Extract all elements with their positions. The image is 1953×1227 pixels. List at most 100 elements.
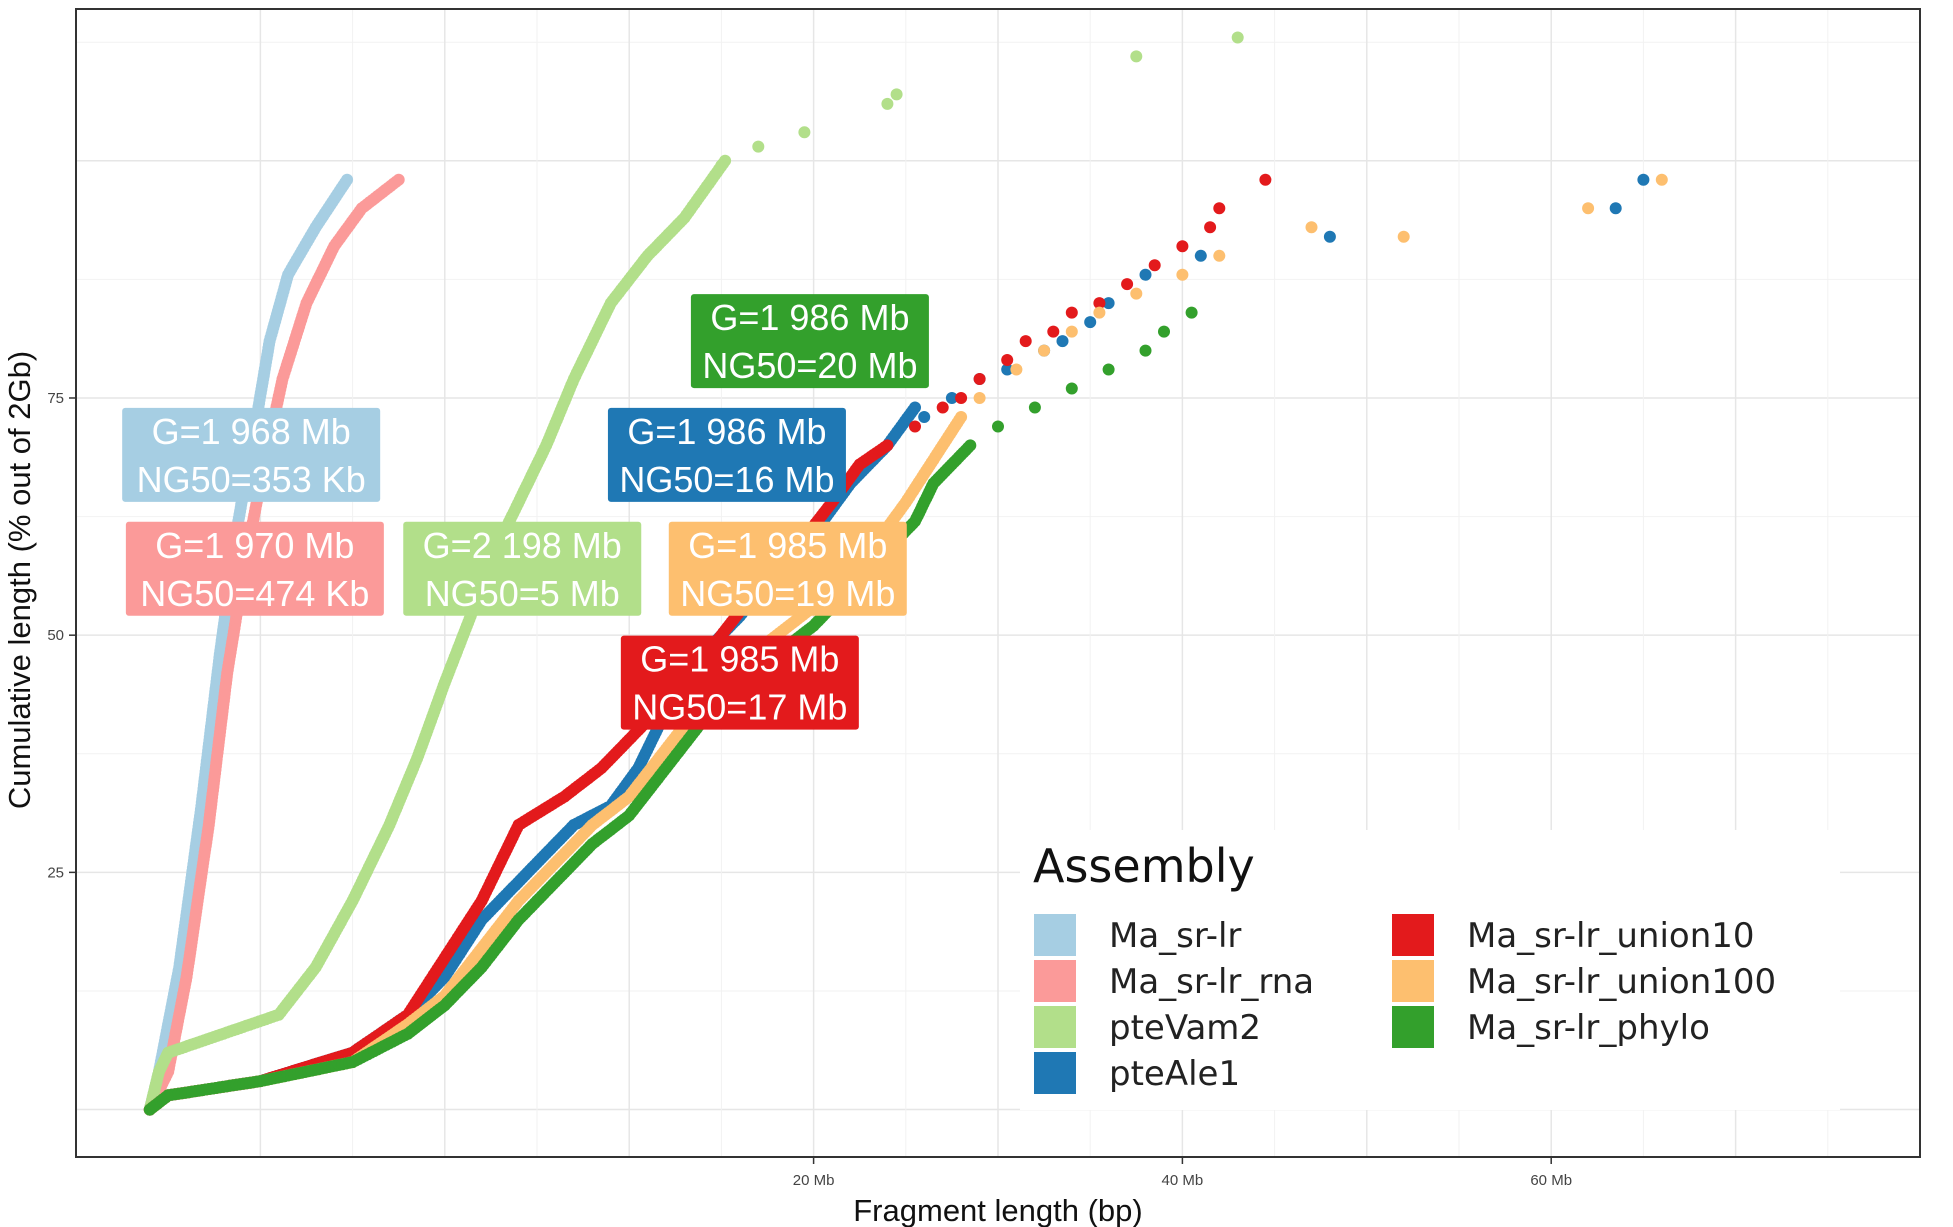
legend-swatch: [1034, 1006, 1076, 1048]
data-point: [1102, 363, 1115, 376]
data-point: [1397, 230, 1410, 243]
data-point: [1609, 202, 1622, 215]
data-point: [1259, 173, 1272, 186]
data-point: [1019, 335, 1032, 348]
series-Ma_sr-lr: [143, 173, 354, 1116]
legend-swatch: [1392, 914, 1434, 956]
data-point: [955, 392, 968, 404]
data-point: [1084, 316, 1097, 329]
data-point: [1028, 401, 1041, 414]
annotation-box: [122, 407, 381, 502]
data-point: [1010, 363, 1023, 376]
data-point: [1148, 259, 1161, 272]
legend-entry: Ma_sr-lr_union10: [1392, 914, 1755, 956]
series-pteVam2: [143, 31, 1244, 1116]
data-point: [1176, 240, 1189, 253]
data-point: [1204, 221, 1217, 234]
data-point: [1139, 268, 1152, 281]
axis-ticks: 20 Mb 40 Mb 60 Mb 25 50 75: [47, 390, 1572, 1189]
data-point: [1176, 268, 1189, 281]
annotation-box: [690, 294, 929, 389]
annotation-text: NG50=16 Mb: [619, 459, 834, 500]
data-point: [973, 373, 986, 385]
legend-label: Ma_sr-lr_union10: [1467, 916, 1755, 956]
data-point: [1065, 325, 1078, 338]
data-point: [715, 159, 728, 172]
data-point: [1065, 382, 1078, 395]
data-point: [936, 401, 949, 414]
legend-entry: pteAle1: [1034, 1052, 1240, 1094]
legend-title: Assembly: [1033, 839, 1255, 893]
legend-swatch: [1034, 914, 1076, 956]
y-tick-label: 50: [47, 627, 64, 644]
annotation-box: [620, 635, 859, 730]
legend-entry: Ma_sr-lr: [1034, 914, 1241, 956]
data-point: [1056, 335, 1069, 348]
legend: Assembly Ma_sr-lr Ma_sr-lr_rna pteVam2 pteAl…: [1020, 830, 1840, 1110]
annotation-Ma_sr-lr_rna: G=1 970 Mb NG50=474 Kb: [125, 521, 384, 616]
data-point: [798, 126, 811, 139]
data-point: [1001, 354, 1014, 366]
annotation-box: [403, 521, 642, 616]
y-tick-label: 75: [47, 390, 64, 407]
data-point: [1093, 306, 1106, 319]
data-point: [1121, 278, 1134, 291]
annotation-text: NG50=353 Kb: [137, 459, 366, 500]
annotation-text: NG50=19 Mb: [680, 573, 895, 614]
data-point: [1130, 287, 1143, 300]
legend-swatch: [1392, 960, 1434, 1002]
data-point: [964, 439, 977, 452]
data-point: [973, 392, 986, 404]
data-point: [909, 420, 921, 433]
annotation-text: G=1 986 Mb: [710, 297, 909, 338]
annotation-pteAle1: G=1 986 Mb NG50=16 Mb: [607, 407, 846, 502]
data-point: [1637, 173, 1650, 186]
data-point: [992, 420, 1004, 433]
x-axis-title: Fragment length (bp): [853, 1193, 1142, 1227]
legend-label: Ma_sr-lr_union100: [1467, 962, 1776, 1002]
data-point: [1038, 344, 1051, 357]
legend-label: Ma_sr-lr_rna: [1109, 962, 1314, 1002]
legend-swatch: [1034, 960, 1076, 1002]
legend-label: Ma_sr-lr: [1109, 916, 1241, 956]
data-point: [881, 439, 894, 452]
annotation-labels: G=1 968 Mb NG50=353 Kb G=1 970 Mb NG50=474 …: [122, 294, 929, 730]
data-point: [1158, 325, 1170, 338]
legend-swatch: [1034, 1052, 1076, 1094]
panel-border: [75, 8, 1921, 1158]
data-point: [1065, 306, 1078, 319]
data-point: [955, 411, 968, 423]
annotation-text: G=1 970 Mb: [155, 525, 354, 566]
x-tick-label: 20 Mb: [793, 1172, 835, 1189]
x-tick-label: 40 Mb: [1162, 1172, 1204, 1189]
data-point: [945, 392, 958, 404]
data-point: [881, 97, 894, 110]
data-point: [918, 411, 931, 423]
annotation-text: G=1 985 Mb: [640, 639, 839, 680]
data-point: [890, 88, 903, 101]
annotation-text: NG50=20 Mb: [702, 345, 917, 386]
legend-entry: Ma_sr-lr_phylo: [1392, 1006, 1710, 1048]
data-point: [1305, 221, 1318, 234]
annotation-box: [607, 407, 846, 502]
data-point: [341, 173, 354, 186]
annotation-text: NG50=5 Mb: [425, 573, 620, 614]
y-tick-label: 25: [47, 864, 64, 881]
annotation-Ma_sr-lr_phylo: G=1 986 Mb NG50=20 Mb: [690, 294, 929, 389]
annotation-text: NG50=17 Mb: [632, 687, 847, 728]
legend-entry: Ma_sr-lr_union100: [1392, 960, 1776, 1002]
data-point: [1185, 306, 1198, 319]
data-point: [1213, 202, 1226, 215]
data-point: [752, 140, 765, 153]
data-point: [909, 401, 921, 414]
data-point: [1582, 202, 1595, 215]
annotation-Ma_sr-lr_union10: G=1 985 Mb NG50=17 Mb: [620, 635, 859, 730]
legend-swatch: [1392, 1006, 1434, 1048]
data-point: [1213, 249, 1226, 262]
x-tick-label: 60 Mb: [1530, 1172, 1572, 1189]
data-point: [1655, 173, 1668, 186]
annotation-text: NG50=474 Kb: [140, 573, 369, 614]
legend-label: Ma_sr-lr_phylo: [1467, 1008, 1710, 1048]
annotation-Ma_sr-lr: G=1 968 Mb NG50=353 Kb: [122, 407, 381, 502]
